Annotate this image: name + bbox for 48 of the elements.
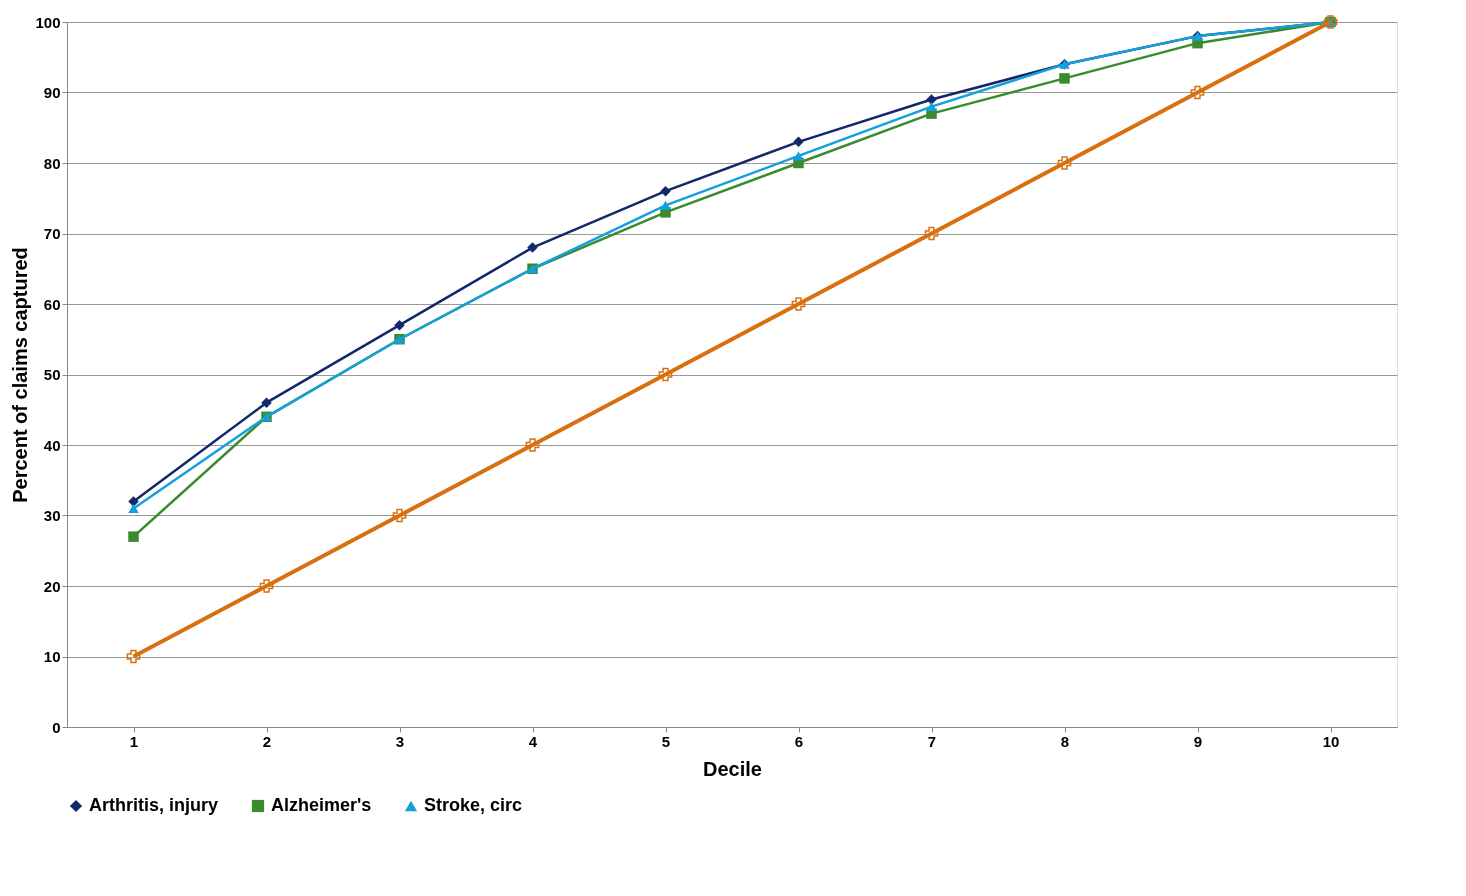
y-tick-label: 0 xyxy=(52,718,61,736)
point xyxy=(926,94,937,105)
x-tick-label: 3 xyxy=(395,732,405,750)
y-tick-label: 70 xyxy=(43,225,61,242)
point xyxy=(126,649,141,664)
x-axis-title: Decile xyxy=(703,757,762,780)
point xyxy=(926,102,937,112)
point xyxy=(128,496,139,507)
legend-label: Alzheimer's xyxy=(271,795,372,815)
y-axis-title: Percent of claims captured xyxy=(9,247,32,503)
y-tick-label: 20 xyxy=(43,577,61,595)
point xyxy=(660,200,671,210)
point xyxy=(394,319,405,331)
x-tick-label: 1 xyxy=(129,732,139,750)
y-tick-label: 100 xyxy=(35,13,61,31)
x-tick-label: 10 xyxy=(1322,732,1340,750)
point xyxy=(392,508,407,523)
point xyxy=(793,151,804,161)
point xyxy=(793,136,804,148)
point xyxy=(1057,156,1072,170)
x-tick-label: 6 xyxy=(794,732,804,750)
point xyxy=(525,438,540,452)
y-tick-label: 90 xyxy=(43,84,61,101)
legend-label: Arthritis, injury xyxy=(89,795,219,815)
y-tick-label: 10 xyxy=(43,648,61,665)
point xyxy=(527,242,538,253)
point xyxy=(128,503,139,513)
point xyxy=(660,185,671,197)
legend-label: Stroke, circ xyxy=(424,795,523,815)
y-tick-label: 60 xyxy=(43,295,61,313)
y-tick-label: 50 xyxy=(43,366,61,383)
point xyxy=(128,531,139,542)
point xyxy=(658,367,673,382)
y-tick-label: 30 xyxy=(43,507,61,524)
y-tick-label: 40 xyxy=(43,436,61,454)
x-tick-label: 9 xyxy=(1193,732,1203,750)
y-tick-label: 80 xyxy=(43,154,61,172)
point xyxy=(261,397,272,408)
x-tick-label: 5 xyxy=(661,732,671,750)
point xyxy=(1059,73,1070,84)
x-tick-label: 8 xyxy=(1060,732,1070,750)
x-tick-label: 4 xyxy=(528,732,538,750)
point xyxy=(924,226,939,241)
x-tick-label: 7 xyxy=(927,732,937,750)
point xyxy=(1190,85,1205,100)
point xyxy=(259,579,274,593)
point xyxy=(791,297,806,311)
x-tick-label: 2 xyxy=(262,732,272,750)
